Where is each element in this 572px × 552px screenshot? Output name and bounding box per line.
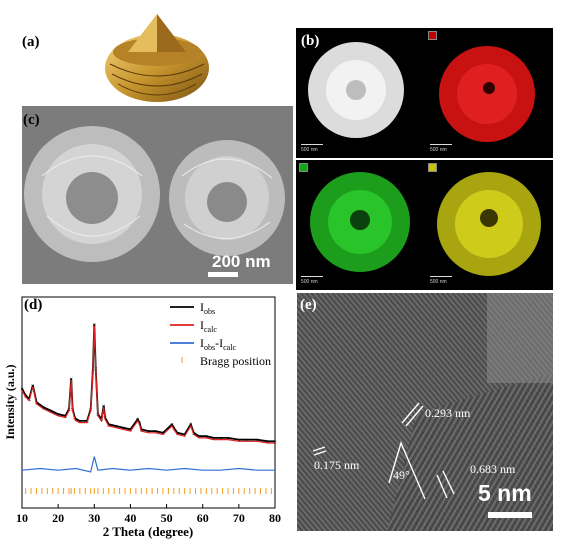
legend-label: Bragg position bbox=[200, 354, 271, 368]
hrtem-annotation: 0.293 nm bbox=[425, 406, 471, 420]
y-axis-label: Intensity (a.u.) bbox=[3, 364, 17, 439]
legend-label: Icalc bbox=[200, 318, 217, 334]
legend-label: Iobs-Icalc bbox=[200, 336, 236, 352]
sem-scale-label: 200 nm bbox=[212, 252, 271, 271]
data-point: × bbox=[255, 437, 259, 445]
eds-scale-label: 500 nm bbox=[301, 147, 318, 153]
x-tick-label: 70 bbox=[233, 511, 245, 525]
x-tick-label: 60 bbox=[197, 511, 209, 525]
data-point: × bbox=[273, 438, 277, 446]
data-point: × bbox=[31, 382, 35, 390]
element-tag bbox=[299, 163, 308, 172]
x-tick-label: 10 bbox=[16, 511, 28, 525]
data-point: × bbox=[266, 438, 270, 446]
data-point: × bbox=[147, 428, 151, 436]
data-point: × bbox=[69, 375, 73, 383]
x-axis-label: 2 Theta (degree) bbox=[103, 524, 194, 539]
data-point: × bbox=[212, 435, 216, 443]
panel-a-label: (a) bbox=[22, 34, 40, 50]
eds-map-red: 500 nm bbox=[425, 28, 553, 158]
data-point: × bbox=[20, 386, 24, 394]
data-point: × bbox=[197, 433, 201, 441]
plot-frame bbox=[21, 296, 276, 509]
series-line-3 bbox=[21, 456, 275, 473]
hrtem-scale-bar bbox=[488, 512, 532, 518]
data-point: × bbox=[121, 425, 125, 433]
element-tag bbox=[428, 31, 437, 40]
hrtem-annotation: 0.175 nm bbox=[314, 458, 360, 472]
element-tag bbox=[428, 163, 437, 172]
panel-c-label: (c) bbox=[23, 112, 40, 128]
data-point: × bbox=[226, 435, 230, 443]
x-tick-label: 80 bbox=[269, 511, 281, 525]
hrtem-annotation: 49° bbox=[393, 468, 410, 482]
panel-d-label: (d) bbox=[24, 297, 43, 313]
data-point: × bbox=[237, 437, 241, 445]
data-point: × bbox=[154, 428, 158, 436]
data-point: × bbox=[114, 423, 118, 431]
x-tick-label: 50 bbox=[161, 511, 173, 525]
eds-scale-label: 500 nm bbox=[430, 279, 447, 285]
hrtem-annotation: 0.683 nm bbox=[470, 462, 516, 476]
eds-scale-label: 500 nm bbox=[430, 147, 447, 153]
panel-e-label: (e) bbox=[300, 297, 317, 313]
data-point: × bbox=[92, 321, 96, 329]
data-point: × bbox=[219, 435, 223, 443]
hrtem-image bbox=[297, 293, 553, 531]
x-tick-label: 20 bbox=[52, 511, 64, 525]
eds-map-green: 500 nm bbox=[296, 160, 425, 290]
sem-image bbox=[22, 106, 293, 284]
eds-map-yellow: 500 nm bbox=[425, 160, 553, 290]
data-point: × bbox=[56, 411, 60, 419]
x-tick-label: 40 bbox=[124, 511, 136, 525]
panel-b-label: (b) bbox=[301, 33, 320, 49]
data-point: × bbox=[102, 403, 106, 411]
eds-scale-label: 500 nm bbox=[301, 279, 318, 285]
legend-label: Iobs bbox=[200, 300, 215, 316]
series-line-1 bbox=[21, 323, 275, 443]
xrd-chart: 10 20 30 40 50 60 70 80 ×× ×××× × × ×××××× × ××××××××… bbox=[3, 296, 281, 539]
hrtem-scale-label: 5 nm bbox=[478, 480, 532, 506]
eds-haadf-map: 500 nm bbox=[296, 28, 425, 158]
x-tick-label: 30 bbox=[88, 511, 100, 525]
series-line-2 bbox=[21, 325, 275, 444]
data-point: × bbox=[49, 408, 53, 416]
sem-scale-bar bbox=[208, 272, 238, 277]
data-point: × bbox=[78, 418, 82, 426]
data-point: × bbox=[204, 433, 208, 441]
flower-schematic bbox=[105, 14, 209, 102]
data-point: × bbox=[244, 437, 248, 445]
